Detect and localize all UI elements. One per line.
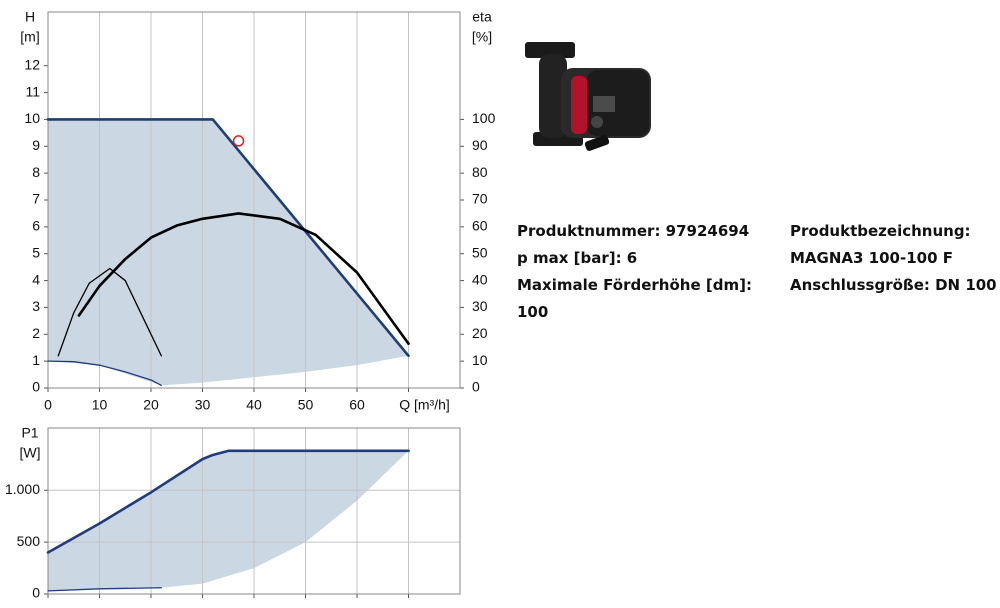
y-axis-title: P1 [21, 425, 38, 441]
curve [47, 587, 162, 592]
operating-area [48, 450, 409, 591]
curve [57, 267, 162, 357]
plot-frame [47, 11, 461, 389]
operating-area [48, 119, 409, 386]
curve [46, 118, 410, 358]
y-tick-label: 11 [25, 83, 40, 99]
y-axis-unit: [m] [20, 29, 39, 45]
y-tick-label: 10 [24, 110, 40, 126]
x-tick-label: 0 [44, 397, 52, 413]
y-tick-label: 9 [32, 137, 40, 153]
x-tick-label: 30 [195, 397, 211, 413]
y-axis-title: H [25, 9, 35, 25]
y-tick-label: 5 [32, 244, 40, 260]
product-info-line: Anschlussgröße: DN 100 [790, 276, 997, 294]
y-tick-label: 0 [32, 379, 40, 395]
y-tick-label: 3 [32, 298, 40, 314]
y-axis-unit: [W] [20, 445, 41, 461]
product-info-line: Produktnummer: 97924694 [517, 222, 750, 240]
curve [46, 449, 410, 554]
product-info-line: 100 [517, 303, 549, 321]
x-axis-label: Q [m³/h] [399, 397, 450, 413]
y-tick-label: 12 [24, 56, 40, 72]
pump-image [525, 42, 651, 151]
y-tick-label: 2 [32, 325, 40, 341]
product-info-right: Produktbezeichnung: MAGNA3 100-100 F Ansch… [790, 218, 997, 299]
product-info-line: Produktbezeichnung: [790, 222, 971, 240]
y2-tick-label: 30 [472, 298, 488, 314]
y-tick-label: 4 [32, 271, 40, 287]
y-tick-label: 8 [32, 164, 40, 180]
x-tick-label: 60 [349, 397, 365, 413]
y2-tick-label: 10 [472, 352, 488, 368]
y2-tick-label: 80 [472, 164, 488, 180]
y-tick-label: 6 [32, 218, 40, 234]
curve [47, 360, 162, 386]
product-info-line: Maximale Förderhöhe [dm]: [517, 276, 752, 294]
y-tick-label: 500 [17, 533, 41, 549]
product-info-left: Produktnummer: 97924694 p max [bar]: 6 Max… [517, 218, 752, 326]
y2-tick-label: 100 [472, 110, 496, 126]
y2-tick-label: 0 [472, 379, 480, 395]
y2-tick-label: 20 [472, 325, 488, 341]
y2-tick-label: 50 [472, 244, 488, 260]
y-tick-label: 1.000 [5, 481, 40, 497]
x-tick-label: 50 [298, 397, 314, 413]
y-tick-label: 7 [32, 191, 40, 207]
y-tick-label: 1 [32, 352, 40, 368]
y-tick-label: 0 [32, 585, 40, 601]
y2-tick-label: 70 [472, 191, 488, 207]
y2-axis-unit: [%] [472, 29, 492, 45]
y2-tick-label: 60 [472, 218, 488, 234]
x-tick-label: 10 [92, 397, 108, 413]
operating-point [232, 135, 245, 147]
y2-tick-label: 90 [472, 137, 488, 153]
y2-tick-label: 40 [472, 271, 488, 287]
curve [77, 212, 410, 345]
product-info-line: p max [bar]: 6 [517, 249, 638, 267]
plot-frame [47, 427, 461, 595]
product-info-line: MAGNA3 100-100 F [790, 249, 953, 267]
y2-axis-title: eta [472, 9, 492, 25]
x-tick-label: 40 [246, 397, 262, 413]
x-tick-label: 20 [143, 397, 159, 413]
